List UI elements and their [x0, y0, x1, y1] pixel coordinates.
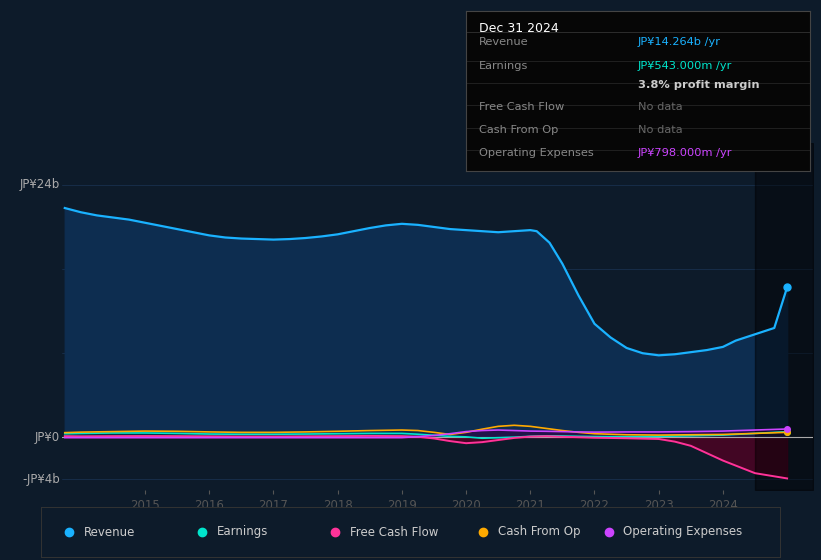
Text: Free Cash Flow: Free Cash Flow — [479, 102, 565, 112]
Text: -JP¥4b: -JP¥4b — [22, 473, 60, 486]
Text: JP¥0: JP¥0 — [35, 431, 60, 444]
Text: Dec 31 2024: Dec 31 2024 — [479, 22, 559, 35]
Text: 3.8% profit margin: 3.8% profit margin — [638, 80, 759, 90]
Text: Revenue: Revenue — [84, 525, 135, 539]
Text: JP¥14.264b /yr: JP¥14.264b /yr — [638, 37, 721, 46]
Text: Cash From Op: Cash From Op — [479, 124, 558, 134]
Text: Earnings: Earnings — [479, 60, 529, 71]
Text: JP¥798.000m /yr: JP¥798.000m /yr — [638, 148, 732, 158]
Text: No data: No data — [638, 124, 682, 134]
Text: JP¥24b: JP¥24b — [20, 179, 60, 192]
Text: Revenue: Revenue — [479, 37, 529, 46]
Text: Operating Expenses: Operating Expenses — [623, 525, 742, 539]
Text: Operating Expenses: Operating Expenses — [479, 148, 594, 158]
Text: No data: No data — [638, 102, 682, 112]
Text: Earnings: Earnings — [217, 525, 268, 539]
Text: Free Cash Flow: Free Cash Flow — [350, 525, 438, 539]
Text: Cash From Op: Cash From Op — [498, 525, 580, 539]
Text: JP¥543.000m /yr: JP¥543.000m /yr — [638, 60, 732, 71]
